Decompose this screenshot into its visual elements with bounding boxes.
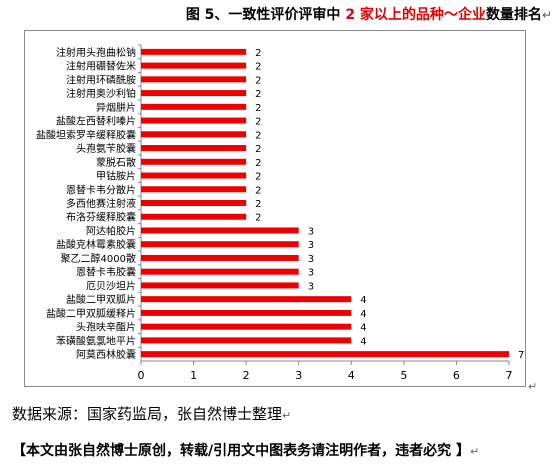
category-label: 恩替卡韦分散片 [66,183,136,196]
title-part1: 图 5、一致性评价评审中 [185,7,346,23]
chart-paragraph-mark: ↵ [528,380,538,393]
category-label: 盐酸二甲双胍缓释片 [46,307,136,320]
bar [141,323,352,330]
x-tick-label: 2 [243,369,250,382]
bar [141,76,247,83]
data-label: 3 [308,226,314,237]
category-label: 阿莫西林胶囊 [76,348,136,361]
data-label: 2 [255,172,261,183]
bar [141,241,299,248]
category-label: 聚乙二醇4000散 [61,252,136,265]
x-tick-label: 1 [190,369,197,382]
category-label: 盐酸坦索罗辛缓释胶囊 [36,128,136,141]
category-label: 盐酸左西替利嗪片 [56,115,136,128]
bar [141,131,247,138]
category-label: 异烟肼片 [96,101,136,114]
data-label: 3 [308,268,314,279]
bar [141,117,247,124]
data-label: 2 [255,199,261,210]
data-label: 2 [255,117,261,128]
data-label: 3 [308,281,314,292]
copyright-notice: 【本文由张自然博士原创，转载/引用文中图表务请注明作者，违者必究 】↵ [12,440,479,460]
x-tick-label: 7 [506,369,513,382]
category-label: 盐酸克林霉素胶囊 [56,238,136,251]
title-part4: 企业 [457,7,486,23]
category-label: 注射用奥沙利铂 [66,87,136,100]
title-part3: 的品种 [401,7,444,23]
bar [141,145,247,152]
category-label: 布洛芬缓释胶囊 [66,211,136,224]
data-label: 3 [308,240,314,251]
category-label: 恩替卡韦胶囊 [76,266,136,279]
bar [141,282,299,289]
bar [141,48,247,55]
data-label: 4 [360,336,366,347]
bar [141,268,299,275]
data-source: 数据来源：国家药监局，张自然博士整理↵ [12,403,291,424]
source-text: 数据来源：国家药监局，张自然博士整理 [12,405,283,423]
bar [141,172,247,179]
bar [141,158,247,165]
data-label: 4 [360,323,366,334]
data-label: 4 [360,309,366,320]
data-label: 2 [255,75,261,86]
bar [141,309,352,316]
bar [141,337,352,344]
bar [141,200,247,206]
bar-chart: 注射用头孢曲松钠 2 注射用硼替佐米 2 注射用环磷酰胺 2 注射用奥沙利铂 2 异烟肼片 2 盐酸… [36,44,524,382]
data-label: 2 [255,213,261,224]
category-label: 注射用硼替佐米 [66,60,136,73]
notice-paragraph-mark: ↵ [470,445,480,458]
bar [141,186,247,193]
bar [141,296,352,303]
data-label: 2 [255,89,261,100]
data-label: 2 [255,144,261,155]
category-label: 注射用环磷酰胺 [66,73,136,86]
data-label: 2 [255,48,261,59]
x-tick-label: 0 [138,369,145,382]
source-paragraph-mark: ↵ [282,409,292,422]
title-part5: 数量排名 [485,7,542,23]
x-tick-label: 5 [400,369,407,382]
title-connector: ～ [443,7,458,23]
category-label: 蒙脱石散 [96,156,136,169]
category-label: 苯磺酸氨氯地平片 [56,334,136,347]
bar [141,254,299,261]
chart-area: 注射用头孢曲松钠 2 注射用硼替佐米 2 注射用环磷酰胺 2 注射用奥沙利铂 2 异烟肼片 2 盐酸… [24,30,526,387]
data-label: 2 [255,103,261,114]
bar [141,62,247,69]
category-label: 厄贝沙坦片 [86,279,136,292]
data-label: 4 [360,295,366,306]
category-label: 盐酸二甲双胍片 [66,293,136,306]
x-tick-label: 3 [295,369,302,382]
category-label: 多西他赛注射液 [66,197,136,210]
x-tick-label: 4 [348,369,355,382]
bar [141,351,509,358]
x-tick-label: 6 [453,369,460,382]
data-label: 7 [518,350,524,361]
data-label: 2 [255,130,261,141]
paragraph-mark: ↵ [541,8,552,22]
title-part2: 2 家以上 [345,7,402,23]
data-label: 2 [255,185,261,196]
category-label: 阿达帕胶片 [86,224,136,237]
bar [141,103,247,110]
bar [141,90,247,97]
chart-title: 图 5、一致性评价评审中 2 家以上的品种～企业数量排名↵ [186,4,552,24]
notice-text: 【本文由张自然博士原创，转载/引用文中图表务请注明作者，违者必究 】 [12,443,470,459]
data-label: 2 [255,158,261,169]
category-label: 头孢氨苄胶囊 [76,142,136,155]
data-label: 2 [255,62,261,73]
category-label: 头孢呋辛酯片 [76,321,136,334]
category-label: 甲钴胺片 [96,170,136,183]
bar [141,227,299,234]
category-label: 注射用头孢曲松钠 [56,46,136,59]
data-label: 3 [308,254,314,265]
bar [141,213,247,220]
